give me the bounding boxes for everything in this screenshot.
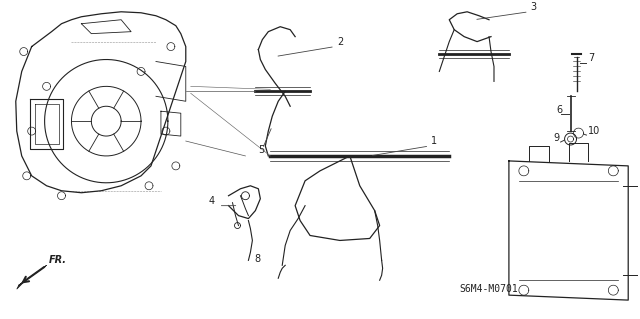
Polygon shape: [17, 265, 47, 289]
Text: 8: 8: [254, 254, 260, 264]
Text: 9: 9: [554, 133, 560, 143]
Text: 6: 6: [557, 105, 563, 115]
Text: 7: 7: [588, 54, 595, 63]
Text: FR.: FR.: [49, 255, 67, 265]
Text: 1: 1: [431, 136, 438, 146]
Text: 3: 3: [531, 2, 537, 12]
Text: 5: 5: [259, 145, 264, 155]
Text: 4: 4: [209, 196, 215, 206]
Text: 2: 2: [337, 37, 343, 47]
Text: S6M4-M0701: S6M4-M0701: [459, 284, 518, 294]
Text: 10: 10: [588, 126, 601, 136]
